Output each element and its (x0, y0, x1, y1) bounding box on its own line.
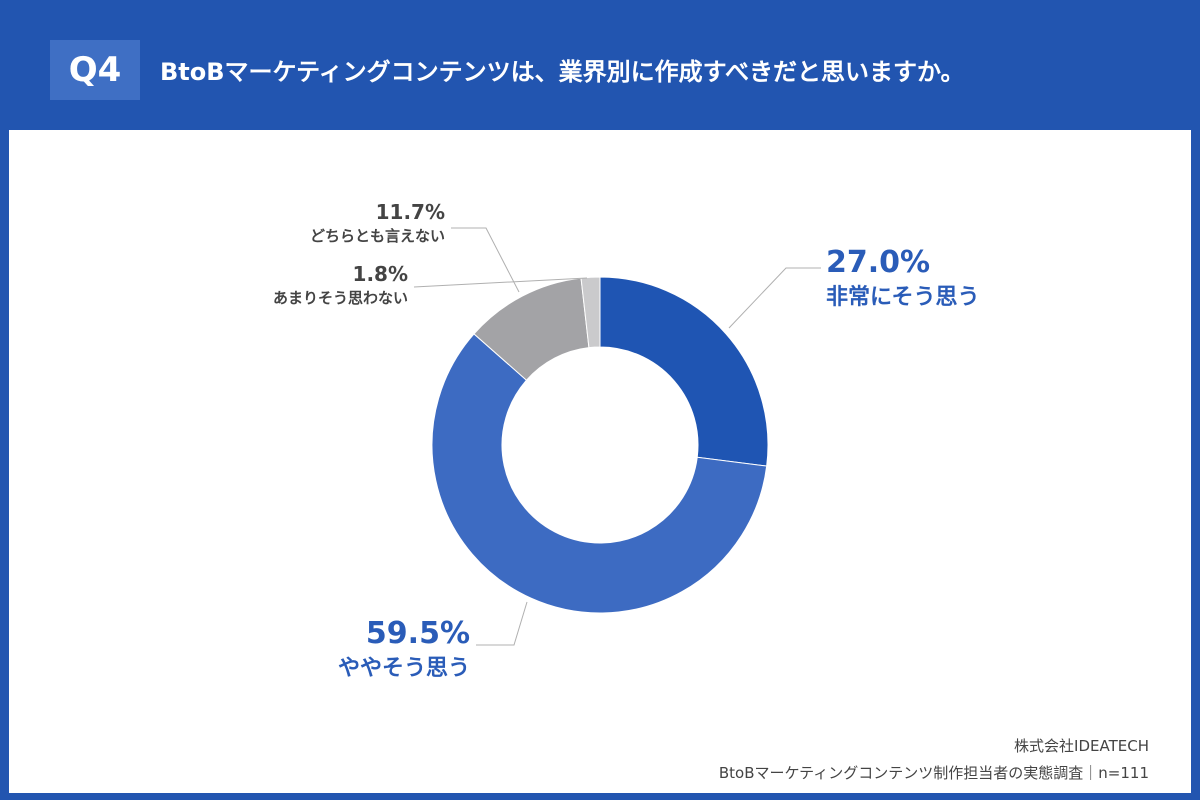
value-label-strongly-agree: 27.0% (826, 245, 930, 280)
value-label-somewhat-disagree: 1.8% (353, 262, 408, 286)
survey-caption: BtoBマーケティングコンテンツ制作担当者の実態調査｜n=111 (718, 764, 1149, 782)
chart-panel: 27.0% 非常にそう思う 59.5% ややそう思う 11.7% どちらとも言えない 1.8… (9, 130, 1191, 793)
header: Q4 BtoBマーケティングコンテンツは、業界別に作成すべきだと思いますか。 (0, 0, 1200, 130)
category-label-somewhat-agree: ややそう思う (338, 656, 470, 681)
leader-line-somewhat-agree (476, 601, 528, 646)
leader-line-neutral (451, 227, 520, 293)
donut-slice-somewhat-disagree (580, 276, 601, 349)
donut-slice-somewhat-agree (431, 333, 768, 614)
category-label-neutral: どちらとも言えない (310, 227, 445, 245)
company-name: 株式会社IDEATECH (1014, 737, 1149, 755)
leader-line-strongly-agree (728, 267, 821, 329)
category-label-strongly-agree: 非常にそう思う (826, 284, 980, 310)
donut-chart: 27.0% 非常にそう思う 59.5% ややそう思う 11.7% どちらとも言えない 1.8… (273, 200, 980, 681)
donut-slice-strongly-agree (599, 276, 769, 467)
leader-line-somewhat-disagree (413, 277, 588, 288)
value-label-somewhat-agree: 59.5% (366, 616, 470, 651)
question-number-badge: Q4 (50, 40, 140, 100)
category-label-somewhat-disagree: あまりそう思わない (273, 289, 408, 307)
value-label-neutral: 11.7% (376, 200, 445, 224)
question-title: BtoBマーケティングコンテンツは、業界別に作成すべきだと思いますか。 (160, 58, 965, 86)
